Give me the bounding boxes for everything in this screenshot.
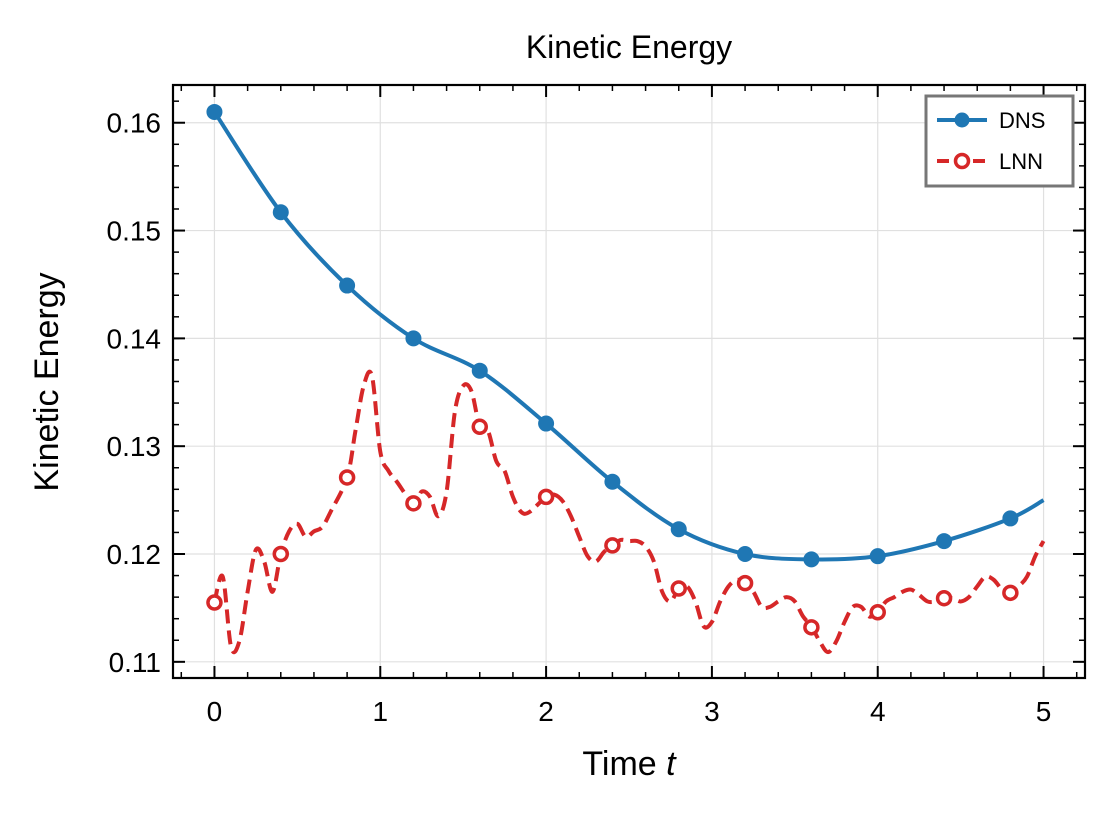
y-tick-label: 0.11 [109, 647, 161, 678]
legend-dns-marker [954, 112, 970, 128]
lnn-marker [935, 589, 953, 607]
series-layer [206, 103, 1046, 655]
dns-marker [604, 473, 621, 490]
lnn-marker [803, 619, 820, 636]
dns-marker [1002, 510, 1019, 527]
dns-marker [936, 533, 953, 550]
legend-lnn-label: LNN [999, 149, 1043, 174]
lnn-marker [1002, 584, 1019, 602]
legend-lnn-marker [953, 152, 971, 170]
lnn-marker [736, 574, 754, 592]
ticks: 0 1 2 3 4 5 0.11 0.12 0.13 0.14 0.15 0.16 [107, 85, 1085, 727]
x-tick-label: 4 [870, 696, 886, 727]
dns-marker [538, 415, 555, 432]
x-tick-label: 3 [704, 696, 720, 727]
lnn-line [212, 369, 1046, 655]
chart-title: Kinetic Energy [526, 29, 732, 65]
y-tick-label: 0.16 [107, 108, 162, 139]
y-tick-label: 0.15 [107, 216, 162, 247]
legend-frame [924, 94, 1075, 188]
x-tick-label: 1 [372, 696, 388, 727]
y-tick-label: 0.14 [107, 323, 162, 354]
dns-marker [670, 521, 687, 538]
x-tick-label: 5 [1036, 696, 1052, 727]
dns-marker [803, 551, 820, 568]
lnn-marker [869, 603, 886, 621]
dns-marker [272, 204, 289, 221]
y-tick-label: 0.13 [107, 431, 162, 462]
dns-marker [869, 548, 886, 565]
legend: DNS LNN [924, 94, 1075, 188]
x-tick-label: 0 [207, 696, 223, 727]
x-tick-label: 2 [538, 696, 554, 727]
lnn-marker [537, 488, 555, 506]
dns-marker [405, 330, 422, 347]
dns-marker [471, 362, 488, 379]
legend-dns-label: DNS [999, 108, 1045, 133]
dns-marker [339, 277, 356, 294]
dns-marker [206, 103, 223, 120]
lnn-marker [604, 537, 621, 554]
lnn-marker [471, 418, 489, 436]
x-axis-label: Time t [582, 745, 677, 783]
lnn-marker [272, 545, 290, 563]
dns-marker [737, 546, 754, 563]
lnn-marker [206, 594, 223, 611]
lnn-marker [338, 469, 356, 486]
y-axis-label: Kinetic Energy [28, 272, 66, 491]
lnn-marker [405, 495, 422, 512]
y-tick-label: 0.12 [107, 539, 162, 570]
lnn-marker [670, 580, 687, 597]
